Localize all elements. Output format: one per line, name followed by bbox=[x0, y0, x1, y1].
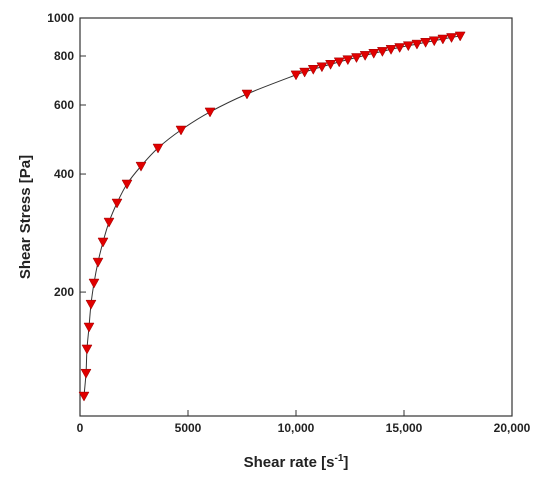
x-axis-label: Shear rate [s-1] bbox=[244, 453, 349, 471]
point bbox=[368, 49, 380, 59]
point bbox=[411, 39, 423, 50]
point bbox=[121, 179, 133, 190]
point bbox=[325, 60, 336, 70]
point bbox=[85, 299, 97, 310]
point bbox=[97, 237, 109, 248]
point bbox=[307, 65, 319, 75]
point bbox=[402, 41, 414, 52]
point bbox=[446, 33, 457, 43]
y-tick-label: 400 bbox=[54, 167, 74, 181]
point bbox=[437, 34, 449, 45]
point bbox=[316, 62, 328, 73]
point bbox=[359, 51, 371, 61]
x-label-suffix: ] bbox=[343, 454, 348, 471]
point bbox=[152, 143, 164, 154]
x-tick-label: 5000 bbox=[175, 421, 202, 435]
point bbox=[88, 278, 100, 289]
point bbox=[454, 31, 466, 42]
point bbox=[135, 161, 147, 172]
point bbox=[394, 43, 406, 54]
point bbox=[111, 198, 123, 209]
x-label-text: Shear rate [s bbox=[244, 454, 335, 471]
x-tick-label: 0 bbox=[77, 421, 84, 435]
point bbox=[420, 38, 432, 48]
fit-line bbox=[83, 35, 461, 397]
point bbox=[351, 53, 362, 64]
point bbox=[342, 55, 354, 66]
point bbox=[428, 36, 440, 47]
y-tick-label: 1000 bbox=[47, 11, 74, 25]
point bbox=[103, 217, 115, 228]
x-tick-label: 10,000 bbox=[278, 421, 315, 435]
point bbox=[80, 368, 92, 379]
point bbox=[299, 67, 311, 78]
point bbox=[175, 125, 187, 136]
x-label-sup: -1 bbox=[334, 453, 343, 464]
point bbox=[83, 322, 95, 333]
x-tick-label: 20,000 bbox=[494, 421, 531, 435]
y-axis-label: Shear Stress [Pa] bbox=[17, 155, 34, 279]
point bbox=[376, 47, 388, 57]
point bbox=[385, 45, 397, 55]
point bbox=[78, 391, 90, 402]
y-tick-label: 800 bbox=[54, 49, 74, 63]
point bbox=[333, 57, 345, 68]
point bbox=[81, 344, 93, 355]
y-tick-label: 600 bbox=[54, 98, 74, 112]
point bbox=[290, 70, 302, 81]
x-tick-label: 15,000 bbox=[386, 421, 423, 435]
point bbox=[241, 89, 253, 100]
point bbox=[92, 257, 104, 268]
y-tick-label: 200 bbox=[54, 285, 74, 299]
point bbox=[204, 107, 216, 118]
